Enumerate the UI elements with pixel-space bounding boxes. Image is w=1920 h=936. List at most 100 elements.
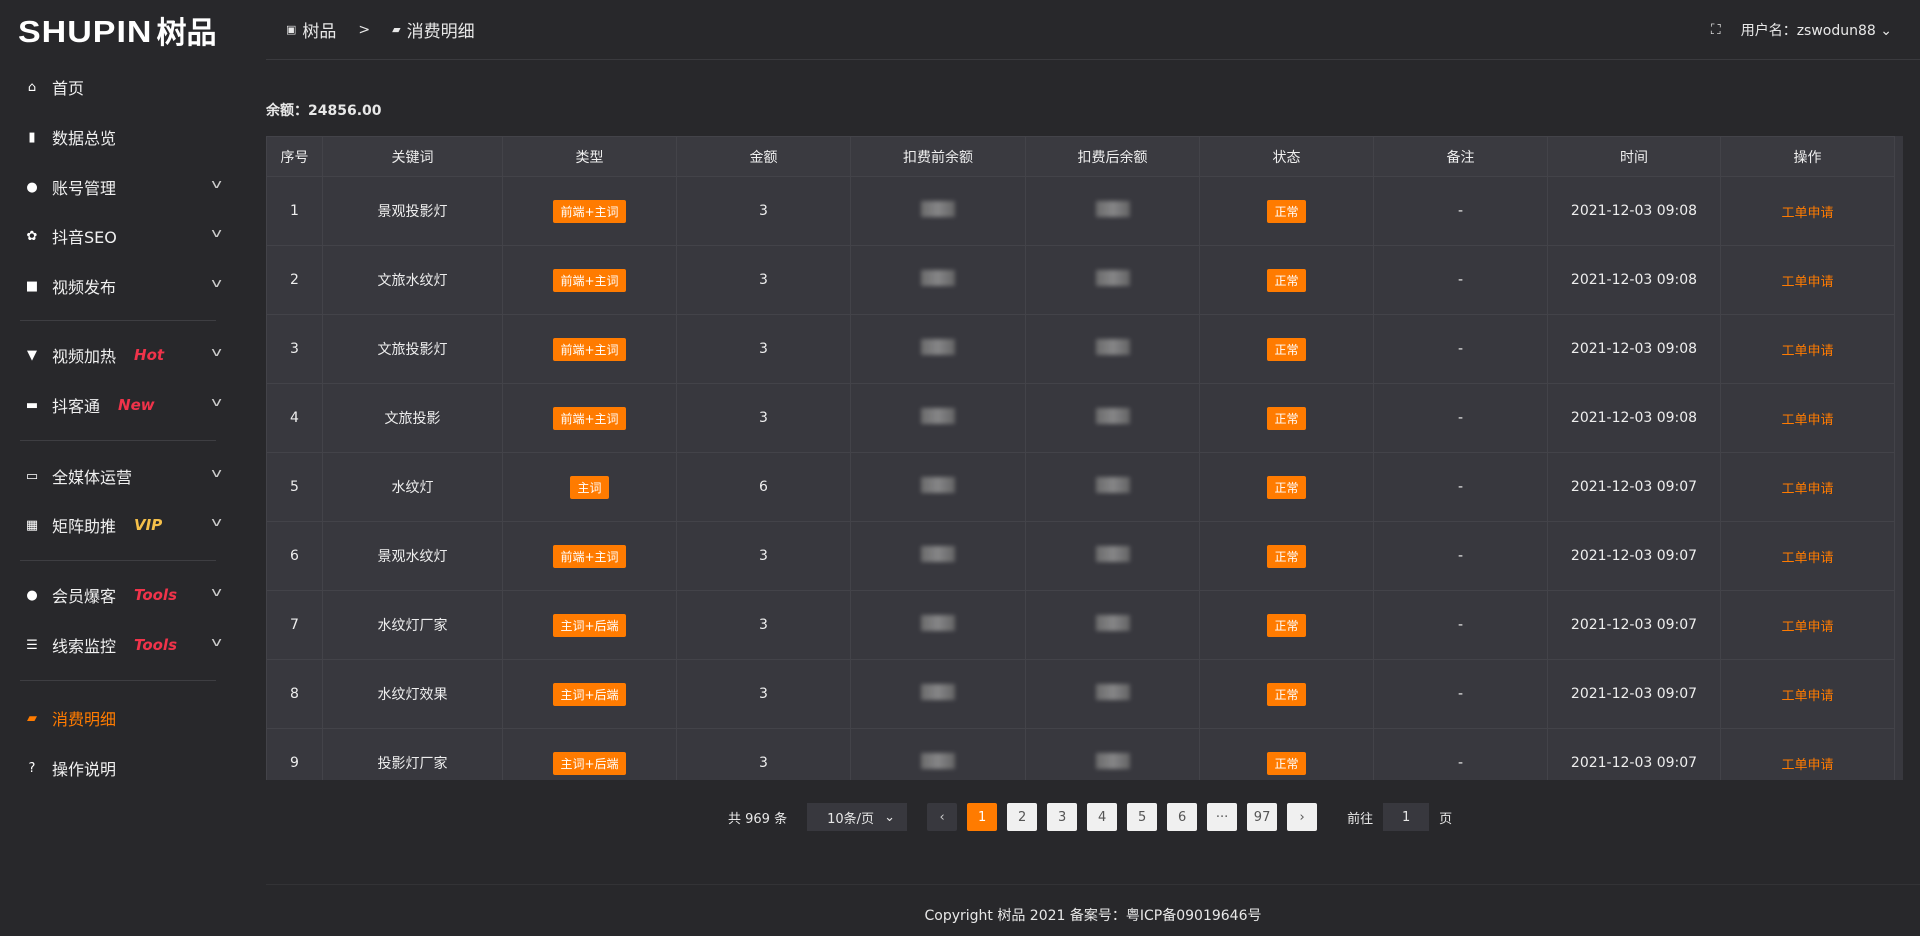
remark: - xyxy=(1373,659,1548,729)
page-button[interactable]: 6 xyxy=(1167,803,1198,831)
table-row: 8 水纹灯效果 主词+后端 3 正常 - 2021-12-03 09:07 工单… xyxy=(266,659,1895,729)
type-badge: 主词 xyxy=(570,475,609,499)
sidebar-item[interactable]: ☰ 线索监控 Tools v xyxy=(0,625,240,665)
image-icon: ▣ xyxy=(286,23,297,36)
chevron-down-icon: ⌄ xyxy=(884,809,896,825)
fullscreen-icon[interactable]: ⛶ xyxy=(1710,22,1721,38)
ticket-apply-link[interactable]: 工单申请 xyxy=(1781,481,1834,497)
prev-page-button[interactable]: ‹ xyxy=(927,803,958,831)
ticket-apply-link[interactable]: 工单申请 xyxy=(1781,205,1834,221)
sidebar-item[interactable]: ▼ 视频加热 Hot v xyxy=(0,335,240,375)
page-button[interactable]: 5 xyxy=(1127,803,1158,831)
sidebar-item[interactable]: ● 会员爆客 Tools v xyxy=(0,575,240,615)
chevron-down-icon: v xyxy=(211,515,222,529)
keyword: 投影灯厂家 xyxy=(322,728,503,780)
page-button[interactable]: 4 xyxy=(1087,803,1118,831)
sliders-icon: ☰ xyxy=(26,637,38,653)
ticket-apply-link[interactable]: 工单申请 xyxy=(1781,550,1834,566)
divider xyxy=(20,680,216,681)
chevron-down-icon: v xyxy=(211,226,222,240)
sidebar-item[interactable]: ▬ 抖客通 New v xyxy=(0,385,240,425)
sidebar-item[interactable]: ▰ 消费明细 xyxy=(0,698,240,738)
sidebar-item[interactable]: ⌂ 首页 xyxy=(0,67,240,107)
sidebar-item-label: 账号管理 xyxy=(52,179,117,198)
type-badge: 前端+主词 xyxy=(553,199,626,223)
table-row: 6 景观水纹灯 前端+主词 3 正常 - 2021-12-03 09:07 工单… xyxy=(266,521,1895,591)
table-row: 3 文旅投影灯 前端+主词 3 正常 - 2021-12-03 09:08 工单… xyxy=(266,314,1895,384)
column-header: 关键词 xyxy=(322,136,503,177)
remark: - xyxy=(1373,590,1548,660)
sidebar-item-label: 抖客通 xyxy=(52,397,101,416)
status-badge: 正常 xyxy=(1267,268,1306,292)
remark: - xyxy=(1373,176,1548,246)
bar-chart-icon: ▮ xyxy=(28,129,36,145)
status-badge: 正常 xyxy=(1267,682,1306,706)
sidebar-item[interactable]: ▦ 矩阵助推 VIP v xyxy=(0,505,240,545)
divider xyxy=(20,320,216,321)
blurred-balance-before xyxy=(921,339,955,355)
page-button[interactable]: 3 xyxy=(1047,803,1078,831)
amount: 3 xyxy=(676,314,851,384)
remark: - xyxy=(1373,728,1548,780)
type-badge: 主词+后端 xyxy=(553,613,626,637)
grid-icon: ▦ xyxy=(25,517,39,533)
chevron-down-icon: v xyxy=(211,635,222,649)
ticket-apply-link[interactable]: 工单申请 xyxy=(1781,688,1834,704)
chat-icon: ▬ xyxy=(25,397,39,413)
breadcrumb-home[interactable]: 树品 xyxy=(302,22,337,42)
column-header: 序号 xyxy=(266,136,323,177)
column-header: 金额 xyxy=(676,136,851,177)
blurred-balance-after xyxy=(1095,477,1130,493)
sidebar-item-label: 全媒体运营 xyxy=(52,468,133,487)
type-badge: 前端+主词 xyxy=(553,337,626,361)
header: ▣ 树品 > ▰ 消费明细 ⛶ 用户名：zswodun88 ⌄ xyxy=(266,0,1920,60)
sidebar-item[interactable]: ■ 视频发布 v xyxy=(0,266,240,306)
sidebar-item[interactable]: ? 操作说明 xyxy=(0,748,240,788)
blurred-balance-before xyxy=(921,270,955,286)
user-menu[interactable]: 用户名：zswodun88 ⌄ xyxy=(1740,23,1892,39)
next-page-button[interactable]: › xyxy=(1287,803,1318,831)
page-button[interactable]: ··· xyxy=(1207,803,1238,831)
sidebar-item[interactable]: ● 账号管理 v xyxy=(0,167,240,207)
ticket-apply-link[interactable]: 工单申请 xyxy=(1781,412,1834,428)
status-badge: 正常 xyxy=(1267,337,1306,361)
sidebar-item-label: 首页 xyxy=(52,79,85,98)
goto-label: 前往 xyxy=(1347,811,1374,827)
keyword: 文旅投影 xyxy=(322,383,503,453)
ticket-apply-link[interactable]: 工单申请 xyxy=(1781,274,1834,290)
table-row: 5 水纹灯 主词 6 正常 - 2021-12-03 09:07 工单申请 xyxy=(266,452,1895,522)
row-index: 6 xyxy=(266,521,323,591)
time: 2021-12-03 09:07 xyxy=(1547,659,1721,729)
page-button[interactable]: 2 xyxy=(1007,803,1038,831)
sidebar-item[interactable]: ▮ 数据总览 xyxy=(0,117,240,157)
status-badge: 正常 xyxy=(1267,475,1306,499)
sidebar-item[interactable]: ▭ 全媒体运营 v xyxy=(0,456,240,496)
sidebar-item-label: 消费明细 xyxy=(52,710,117,729)
sidebar-item[interactable]: ✿ 抖音SEO v xyxy=(0,216,240,256)
time: 2021-12-03 09:07 xyxy=(1547,590,1721,660)
blurred-balance-before xyxy=(921,753,955,769)
chevron-down-icon: v xyxy=(211,345,222,359)
amount: 3 xyxy=(676,728,851,780)
time: 2021-12-03 09:08 xyxy=(1547,314,1721,384)
ticket-apply-link[interactable]: 工单申请 xyxy=(1781,343,1834,359)
ticket-apply-link[interactable]: 工单申请 xyxy=(1781,757,1834,773)
row-index: 8 xyxy=(266,659,323,729)
remark: - xyxy=(1373,383,1548,453)
amount: 3 xyxy=(676,176,851,246)
blurred-balance-after xyxy=(1095,753,1130,769)
page-size-select[interactable]: 10条/页 ⌄ xyxy=(807,803,908,831)
sidebar: SHUPIN 树品 ⌂ 首页 ▮ 数据总览 ● 账号管理 v ✿ 抖音SEO v ■ 视频发布 v ▼ 视频加… xyxy=(0,0,266,936)
time: 2021-12-03 09:08 xyxy=(1547,383,1721,453)
keyword: 文旅水纹灯 xyxy=(322,245,503,315)
page-button[interactable]: 1 xyxy=(967,803,998,831)
row-index: 9 xyxy=(266,728,323,780)
column-header: 时间 xyxy=(1547,136,1721,177)
goto-page-input[interactable]: 1 xyxy=(1383,803,1430,831)
table-row: 1 景观投影灯 前端+主词 3 正常 - 2021-12-03 09:08 工单… xyxy=(266,176,1895,246)
ticket-apply-link[interactable]: 工单申请 xyxy=(1781,619,1834,635)
blurred-balance-before xyxy=(921,615,955,631)
time: 2021-12-03 09:07 xyxy=(1547,521,1721,591)
page-button[interactable]: 97 xyxy=(1247,803,1278,831)
table-row: 7 水纹灯厂家 主词+后端 3 正常 - 2021-12-03 09:07 工单… xyxy=(266,590,1895,660)
